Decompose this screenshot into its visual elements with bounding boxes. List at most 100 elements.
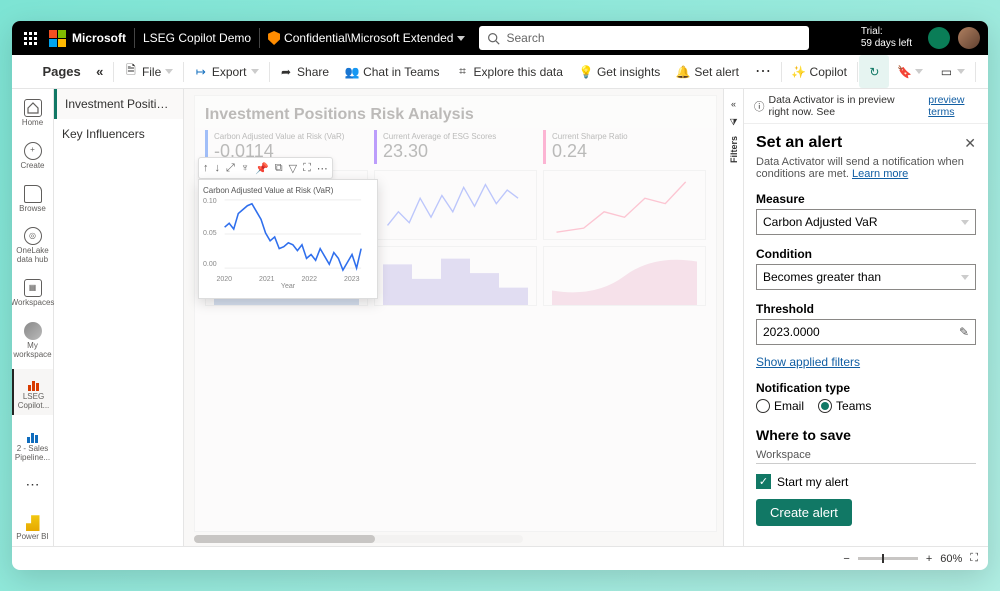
presence-icon[interactable] (928, 27, 950, 49)
copy-icon[interactable]: ⧉ (275, 162, 283, 175)
edit-icon[interactable]: ✎ (959, 325, 969, 339)
pin-icon[interactable]: 📌 (255, 162, 269, 175)
condition-label: Condition (756, 247, 976, 261)
chat-teams-button[interactable]: 👥Chat in Teams (337, 55, 447, 88)
zoom-thumb[interactable] (882, 554, 884, 563)
rail-browse[interactable]: Browse (12, 181, 53, 218)
preview-terms-link[interactable]: preview terms (928, 94, 978, 118)
pages-panel: Investment Positions Ri... Key Influence… (54, 89, 184, 546)
rail-powerbi[interactable]: Power BI (12, 511, 53, 546)
set-alert-button[interactable]: 🔔Set alert (668, 55, 747, 88)
notification-type-label: Notification type (756, 381, 976, 395)
search-placeholder: Search (506, 31, 544, 45)
bell-icon: 🔔 (676, 65, 690, 79)
create-alert-button[interactable]: Create alert (756, 499, 852, 526)
workspace-avatar-icon (24, 322, 42, 340)
threshold-input[interactable]: 2023.0000✎ (756, 319, 976, 345)
app-name[interactable]: LSEG Copilot Demo (143, 31, 251, 45)
copilot-button[interactable]: ✨Copilot (784, 55, 855, 88)
powerbi-icon (26, 515, 40, 531)
bookmark-icon: 🔖 (897, 65, 911, 79)
home-icon (24, 99, 42, 117)
report-icon (24, 425, 42, 443)
panel-description: Data Activator will send a notification … (756, 156, 976, 180)
report-canvas[interactable]: Investment Positions Risk Analysis Carbo… (184, 89, 723, 546)
rail-more[interactable] (12, 473, 53, 496)
onelake-icon: ◎ (24, 227, 42, 245)
learn-more-link[interactable]: Learn more (852, 168, 908, 180)
rail-workspaces[interactable]: ▦Workspaces (12, 275, 53, 312)
report-title: Investment Positions Risk Analysis (205, 106, 706, 124)
where-to-save-title: Where to save (756, 427, 976, 443)
scrollbar-thumb[interactable] (194, 535, 375, 543)
rail-sales-report[interactable]: 2 - Sales Pipeline... (12, 421, 53, 467)
radio-teams[interactable]: Teams (818, 399, 871, 413)
mini-chart (374, 170, 537, 240)
pages-header: Pages « (34, 64, 111, 79)
measure-select[interactable]: Carbon Adjusted VaR (756, 209, 976, 235)
refresh-button[interactable]: ↻ (859, 55, 889, 88)
rail-create[interactable]: +Create (12, 138, 53, 175)
expand-left-icon[interactable]: « (731, 99, 736, 109)
page-item-investment[interactable]: Investment Positions Ri... (54, 89, 183, 119)
filter-icon[interactable]: ▽ (289, 162, 297, 175)
explore-button[interactable]: ⌗Explore this data (448, 55, 571, 88)
x-axis-title: Year (203, 283, 373, 290)
report-toolbar: Pages « 🗎File ↦Export ➦Share 👥Chat in Te… (12, 55, 988, 89)
app-launcher-icon[interactable] (20, 28, 41, 49)
hierarchy-icon[interactable]: ♆ (241, 162, 249, 174)
focus-icon[interactable]: ⛶ (303, 162, 311, 175)
rail-lseg-report[interactable]: LSEG Copilot... (12, 369, 53, 415)
global-search[interactable]: Search (479, 26, 809, 50)
browse-icon (24, 185, 42, 203)
radio-icon (818, 399, 832, 413)
area-chart (543, 246, 706, 306)
start-alert-checkbox[interactable]: ✓ Start my alert (756, 474, 976, 489)
chevron-down-icon (957, 69, 965, 74)
filters-pane-collapsed[interactable]: « ⧩ Filters (723, 89, 743, 546)
measure-label: Measure (756, 192, 976, 206)
zoom-in-button[interactable]: + (926, 553, 932, 565)
share-button[interactable]: ➦Share (271, 55, 337, 88)
bookmark-button[interactable]: 🔖 (889, 55, 931, 88)
separator (259, 28, 260, 48)
zoom-out-button[interactable]: − (843, 553, 849, 565)
drill-up-icon[interactable]: ↑ (203, 162, 209, 174)
view-button[interactable]: ▭ (931, 55, 973, 88)
chevron-down-icon (915, 69, 923, 74)
global-header: Microsoft LSEG Copilot Demo Confidential… (12, 21, 988, 55)
status-bar: − + 60% ⛶ (12, 546, 988, 570)
insights-button[interactable]: 💡Get insights (571, 55, 668, 88)
more-menu[interactable] (747, 55, 779, 88)
drill-down-icon[interactable]: ↓ (215, 162, 221, 174)
microsoft-brand: Microsoft (49, 30, 126, 47)
export-menu[interactable]: ↦Export (186, 55, 267, 88)
radio-email[interactable]: Email (756, 399, 804, 413)
preview-banner: ⓘ Data Activator is in preview right now… (744, 89, 988, 124)
info-icon: ⓘ (754, 99, 765, 114)
collapse-icon[interactable]: « (96, 64, 103, 79)
left-nav-rail: Home +Create Browse ◎OneLake data hub ▦W… (12, 89, 54, 546)
workspace-field[interactable]: Workspace (756, 445, 976, 464)
rail-home[interactable]: Home (12, 95, 53, 132)
user-avatar[interactable] (958, 27, 980, 49)
app-body: Home +Create Browse ◎OneLake data hub ▦W… (12, 89, 988, 546)
horizontal-scrollbar[interactable] (194, 535, 523, 543)
microsoft-logo-icon (49, 30, 66, 47)
zoom-slider[interactable] (858, 557, 918, 560)
fit-page-button[interactable]: ⛶ (970, 552, 978, 565)
rail-my-workspace[interactable]: My workspace (12, 318, 53, 364)
zoom-percent[interactable]: 60% (940, 553, 962, 565)
page-item-key-influencers[interactable]: Key Influencers (54, 119, 183, 149)
condition-select[interactable]: Becomes greater than (756, 264, 976, 290)
rail-onelake[interactable]: ◎OneLake data hub (12, 223, 53, 269)
show-filters-link[interactable]: Show applied filters (756, 355, 860, 369)
file-menu[interactable]: 🗎File (116, 55, 181, 88)
sensitivity-label[interactable]: Confidential\Microsoft Extended (268, 31, 465, 45)
more-icon[interactable]: ⋯ (317, 162, 328, 175)
shield-icon (268, 31, 280, 45)
expand-icon[interactable]: ⤢ (226, 162, 235, 175)
close-icon[interactable]: ✕ (964, 135, 976, 152)
trial-status[interactable]: Trial: 59 days left (861, 26, 912, 50)
focused-visual[interactable]: Carbon Adjusted Value at Risk (VaR) 0.10… (198, 179, 378, 299)
